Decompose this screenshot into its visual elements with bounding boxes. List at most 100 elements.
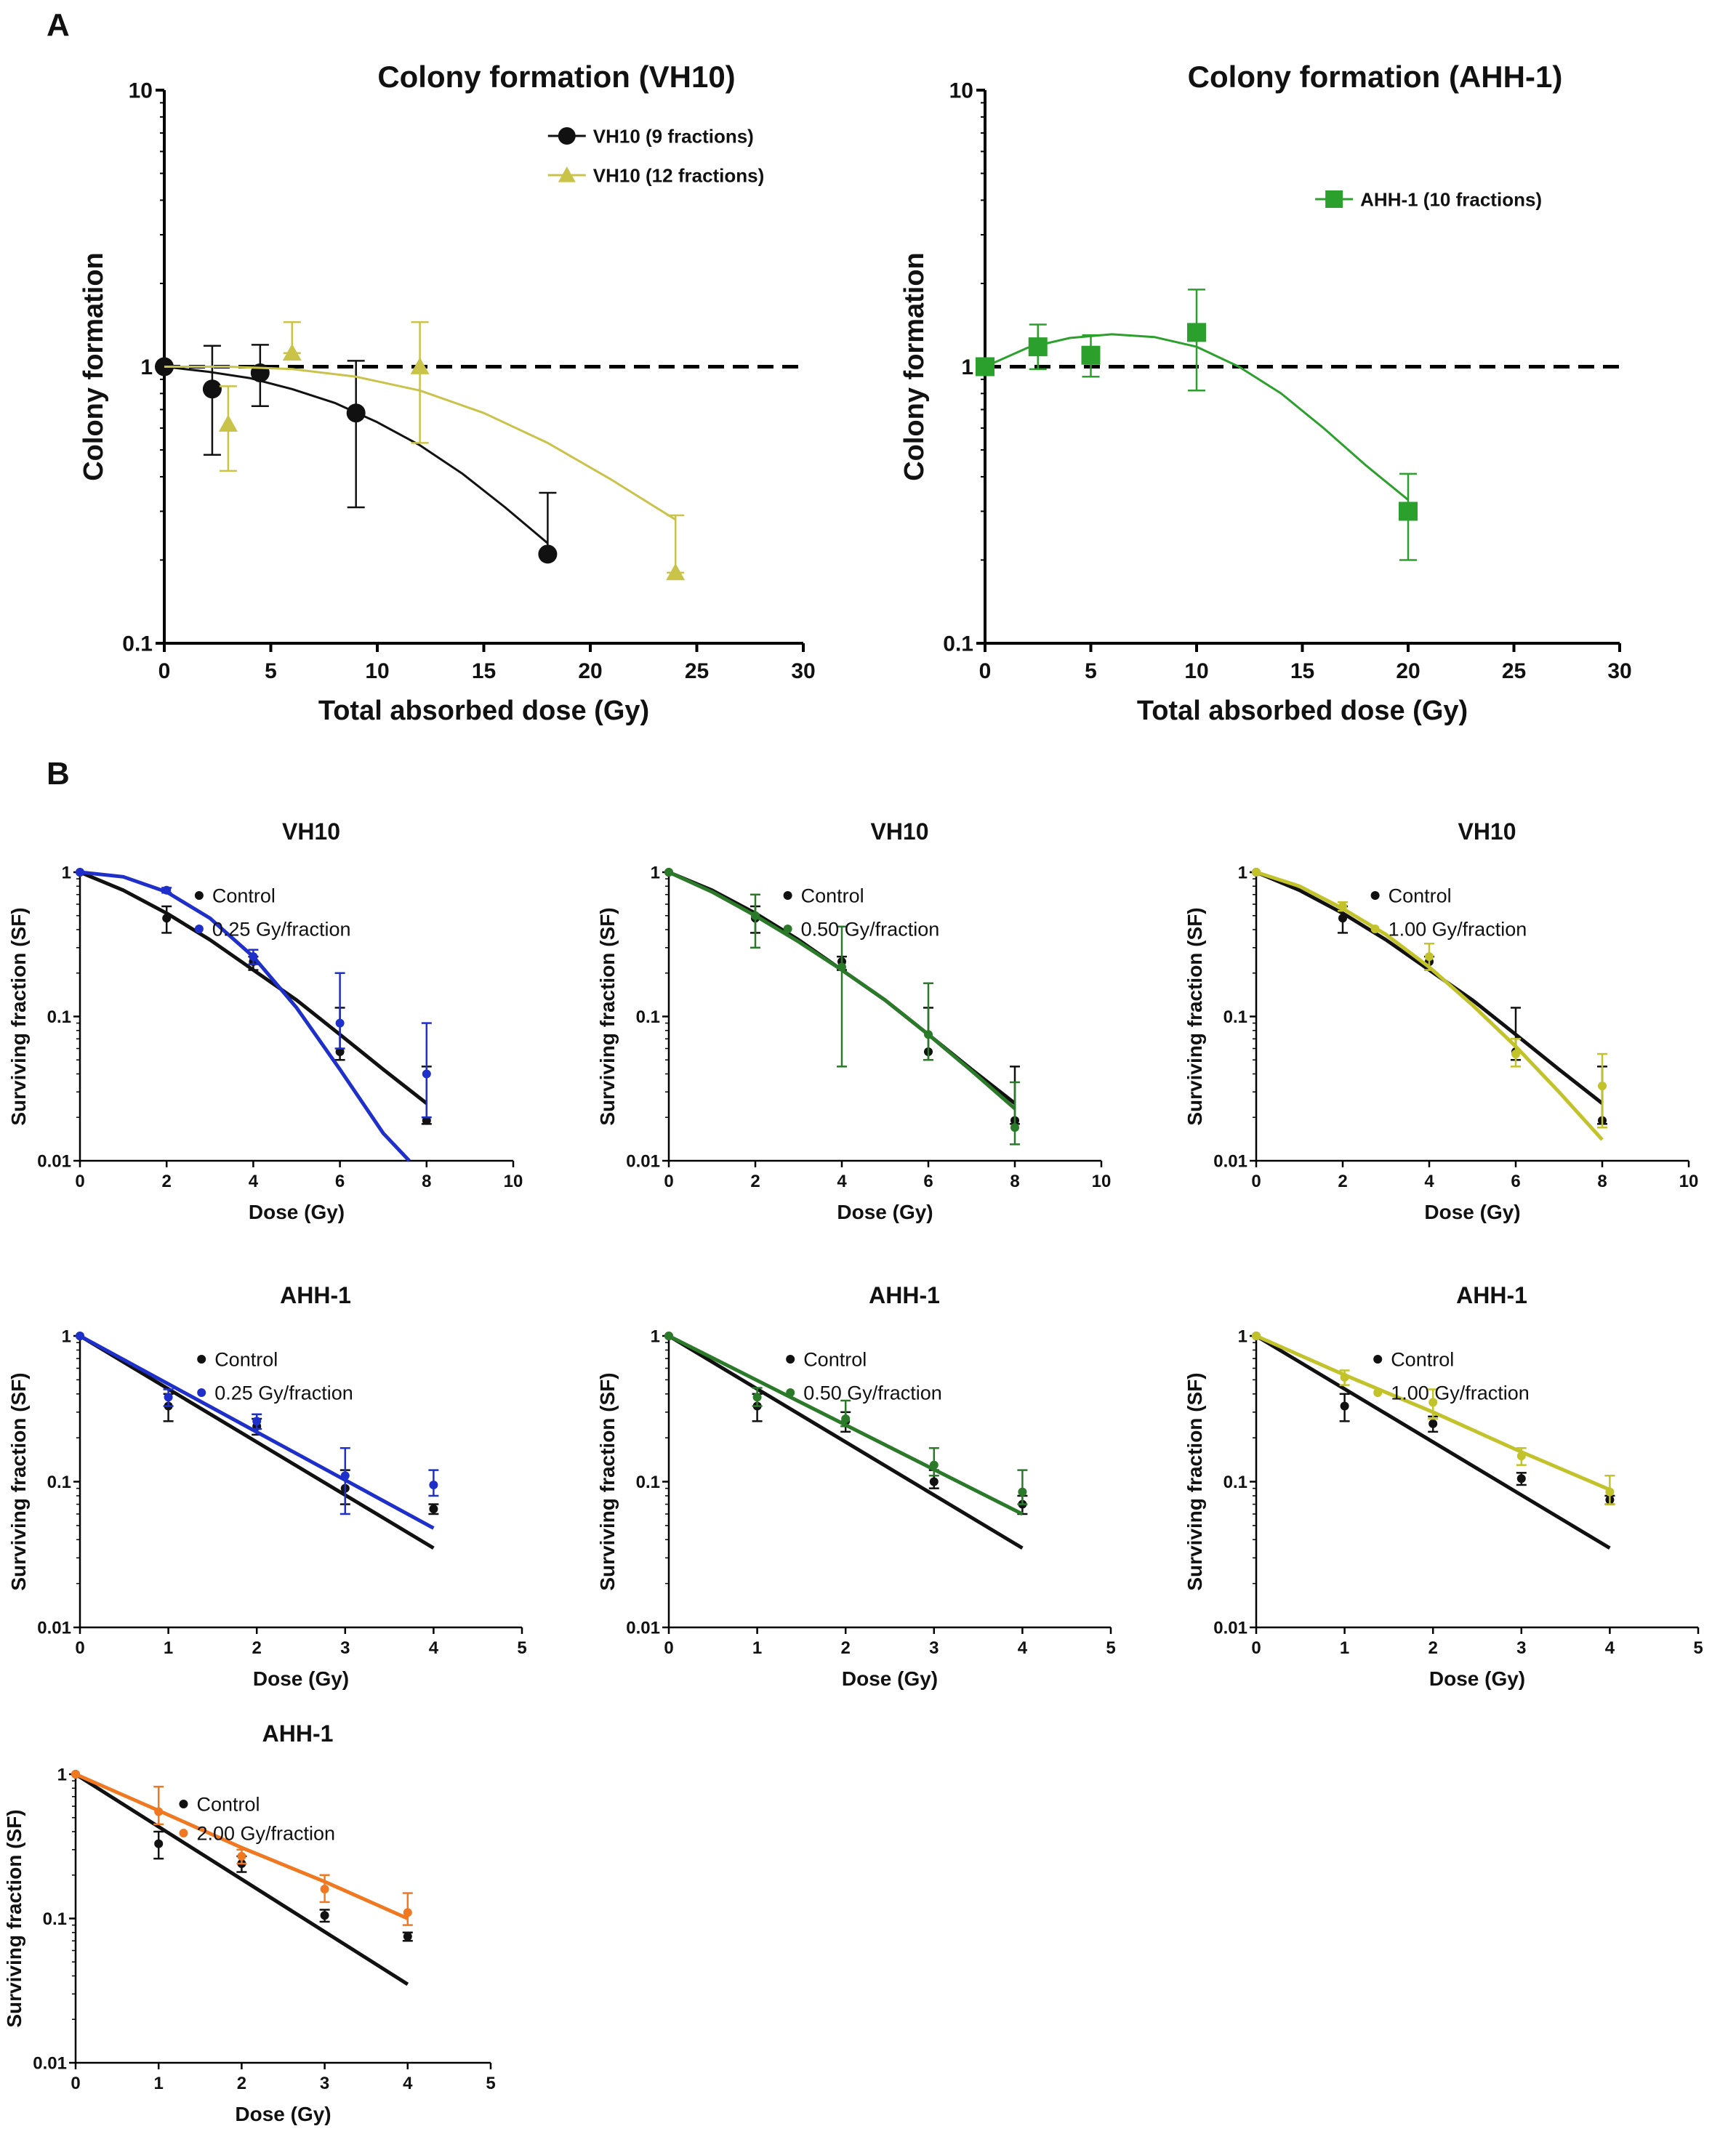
data-point [335,1018,345,1028]
x-tick-label: 8 [1010,1172,1019,1191]
y-tick-label: 1 [57,1765,67,1784]
y-axis-label: Surviving fraction (SF) [7,1372,30,1590]
data-point [538,544,558,564]
legend-label: Control [803,1349,867,1371]
chart-a1: 0 5 10 15 20 25 30 0.1 1 10 Total absorbed dose (G… [79,60,816,726]
y-tick-label: 0.1 [122,632,153,656]
chart-title: Colony formation (VH10) [377,60,735,94]
x-tick-label: 1 [752,1638,762,1658]
data-point [1425,952,1434,962]
y-tick-label: 0.1 [43,1909,67,1929]
x-tick-label: 4 [837,1172,847,1191]
data-point [164,1393,173,1402]
data-point [1338,914,1347,923]
data-point [202,379,222,399]
data-point [666,563,686,581]
data-point [1605,1487,1615,1497]
chart-b6: 0 1 2 3 4 5 0.01 0.1 1 Dose (Gy) Surviving fractio… [1184,1282,1703,1690]
chart-b2: 0 2 4 6 8 10 0.01 0.1 1 Dose (Gy) Surviving fracti… [596,818,1111,1223]
legend-marker [197,1355,206,1364]
data-point [335,1047,345,1056]
x-tick-label: 0 [1251,1638,1261,1658]
x-tick-label: 3 [320,2074,329,2093]
x-axis-label: Dose (Gy) [842,1667,938,1690]
data-point [841,1414,851,1424]
chart-title: AHH-1 [262,1720,334,1747]
legend-item: 0.50 Gy/fraction [786,1382,942,1404]
data-point [237,1851,246,1861]
y-tick-label: 0.1 [1223,1473,1247,1492]
y-tick-label: 1 [961,355,973,379]
x-tick-label: 15 [472,659,496,683]
x-tick-label: 3 [340,1638,350,1658]
y-tick-label: 10 [129,79,153,103]
y-axis-label: Surviving fraction (SF) [7,907,30,1125]
data-point [162,914,172,923]
legend-label: VH10 (12 fractions) [593,164,765,186]
x-tick-label: 10 [1679,1172,1699,1191]
x-tick-label: 8 [422,1172,431,1191]
series-1 [1252,868,1607,1141]
x-axis-label: Total absorbed dose (Gy) [318,696,649,726]
data-point [1516,1474,1526,1483]
y-axis-label: Surviving fraction (SF) [1184,1372,1206,1590]
data-point [1018,1487,1027,1497]
data-point [250,363,270,382]
x-tick-label: 4 [249,1172,259,1191]
y-tick-label: 0.01 [1213,1618,1247,1638]
x-tick-label: 6 [923,1172,933,1191]
x-tick-label: 25 [685,659,709,683]
series-1 [164,321,686,581]
data-point [340,1471,350,1481]
y-tick-label: 0.1 [636,1473,660,1492]
panel-label-a: A [47,7,70,43]
x-tick-label: 6 [335,1172,345,1191]
data-point [249,952,258,962]
y-axis-label: Colony formation [79,252,109,481]
data-point [664,1332,673,1340]
y-axis-label: Surviving fraction (SF) [3,1809,25,2027]
data-point [320,1911,329,1920]
data-point [403,1932,412,1941]
fit-curve [1255,870,1604,1141]
y-tick-label: 0.01 [33,2053,67,2073]
y-axis-label: Surviving fraction (SF) [596,907,619,1125]
y-tick-label: 0.01 [37,1618,71,1638]
data-point [976,357,994,377]
legend-item: Control [194,885,276,907]
x-tick-label: 2 [162,1172,172,1191]
legend-item: VH10 (12 fractions) [547,164,765,186]
x-tick-label: 4 [429,1638,439,1658]
chart-title: Colony formation (AHH-1) [1188,60,1563,94]
data-point [1340,1401,1349,1411]
data-point [1340,1372,1349,1382]
fit-curve [74,1772,409,1986]
y-tick-label: 0.1 [47,1007,71,1027]
x-tick-label: 4 [1424,1172,1434,1191]
legend-marker [194,925,204,933]
legend-item: 1.00 Gy/fraction [1373,1382,1530,1404]
y-tick-label: 0.1 [47,1473,71,1492]
x-tick-label: 0 [158,659,171,683]
fit-curve [79,1334,435,1530]
legend-marker [558,166,576,182]
legend-marker [558,127,576,145]
legend-label: Control [212,885,276,907]
x-tick-label: 5 [1106,1638,1115,1658]
x-axis-label: Dose (Gy) [837,1201,933,1223]
data-point [154,1839,164,1848]
fit-curve [79,1334,435,1550]
x-tick-label: 10 [1092,1172,1112,1191]
series-1 [664,1332,1028,1516]
chart-b5: 0 1 2 3 4 5 0.01 0.1 1 Dose (Gy) Surviving fractio… [596,1282,1116,1690]
data-point [751,911,760,920]
series-1 [1252,1332,1615,1505]
y-tick-label: 0.01 [626,1618,660,1638]
legend-label: Control [1391,1349,1454,1371]
data-point [929,1477,939,1486]
x-tick-label: 1 [1340,1638,1349,1658]
y-tick-label: 1 [62,863,71,882]
series-1 [664,868,1020,1146]
legend-label: 1.00 Gy/fraction [1389,919,1527,941]
legend-item: Control [179,1794,260,1816]
